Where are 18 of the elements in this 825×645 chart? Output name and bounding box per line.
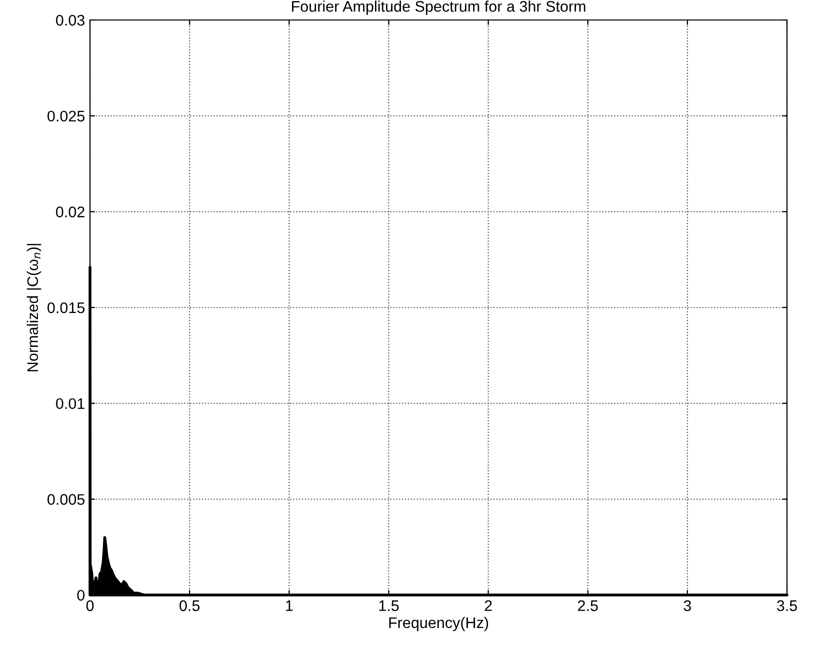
y-tick-label: 0	[77, 590, 85, 601]
x-tick-label: 1	[286, 600, 293, 611]
x-tick-label: 2.5	[578, 600, 598, 612]
y-axis-title: Normalized |C(ω$_{n}$)|	[26, 244, 42, 372]
x-tick-label: 1.5	[379, 600, 399, 612]
y-tick-label: 0.03	[56, 14, 84, 26]
x-tick-label: 0	[86, 600, 94, 612]
x-axis-title: Frequency(Hz)	[389, 616, 488, 632]
y-tick-label: 0.025	[48, 110, 84, 122]
chart-title: Fourier Amplitude Spectrum for a 3hr Storm	[292, 0, 586, 15]
y-tick-label: 0.01	[56, 398, 84, 410]
y-tick-label: 0.015	[48, 302, 84, 314]
x-tick-label: 0.5	[180, 600, 200, 612]
y-tick-label: 0.005	[48, 494, 84, 505]
x-tick-label: 3.5	[776, 600, 797, 612]
x-tick-label: 3	[684, 600, 692, 612]
y-tick-label: 0.02	[56, 206, 84, 218]
x-tick-label: 2	[484, 600, 492, 611]
